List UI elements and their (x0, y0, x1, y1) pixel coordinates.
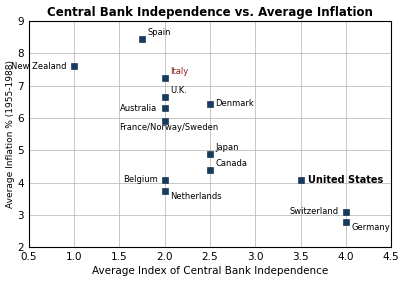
Title: Central Bank Independence vs. Average Inflation: Central Bank Independence vs. Average In… (47, 6, 373, 19)
Text: Japan: Japan (215, 143, 239, 152)
Text: Belgium: Belgium (123, 175, 158, 184)
X-axis label: Average Index of Central Bank Independence: Average Index of Central Bank Independen… (92, 266, 328, 276)
Text: Australia: Australia (120, 104, 158, 113)
Text: Switzerland: Switzerland (290, 207, 339, 216)
Text: United States: United States (308, 175, 383, 184)
Text: U.K.: U.K. (170, 87, 187, 96)
Text: Netherlands: Netherlands (170, 192, 222, 201)
Text: Denmark: Denmark (215, 99, 254, 108)
Text: Canada: Canada (215, 159, 247, 168)
Text: Germany: Germany (351, 223, 390, 232)
Text: New Zealand: New Zealand (11, 62, 67, 71)
Text: Spain: Spain (147, 28, 171, 37)
Text: France/Norway/Sweden: France/Norway/Sweden (119, 123, 219, 132)
Text: Italy: Italy (170, 67, 188, 76)
Y-axis label: Average Inflation % (1955-1988): Average Inflation % (1955-1988) (6, 60, 15, 208)
